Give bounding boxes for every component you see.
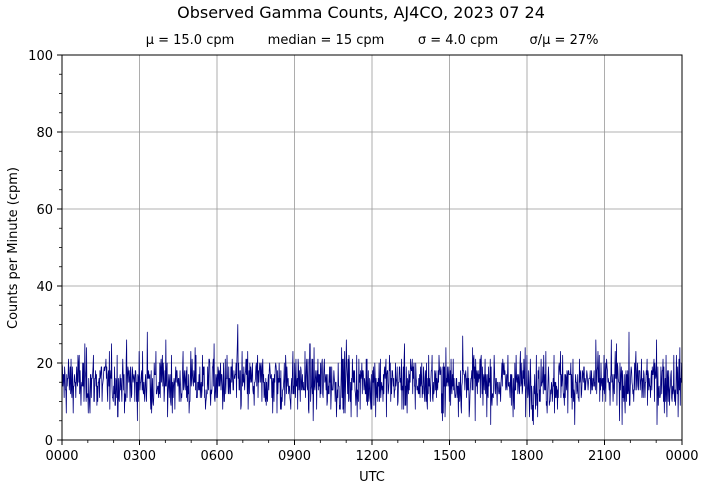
y-tick-label: 0	[45, 434, 53, 449]
x-axis-label: UTC	[359, 470, 385, 485]
series-layer	[61, 324, 683, 425]
chart-subtitle: μ = 15.0 cpm median = 15 cpm σ = 4.0 cpm…	[146, 33, 599, 48]
subtitle-median: median = 15 cpm	[268, 33, 385, 48]
y-axis: 0 20 40 60 80 100	[28, 49, 62, 449]
y-tick-label: 60	[36, 203, 53, 218]
x-tick-label: 2100	[588, 449, 621, 464]
subtitle-cv: σ/μ = 27%	[530, 33, 599, 48]
subtitle-std: σ = 4.0 cpm	[418, 33, 498, 48]
y-tick-label: 100	[28, 49, 53, 64]
subtitle-mean: μ = 15.0 cpm	[146, 33, 235, 48]
x-tick-label: 1800	[510, 449, 543, 464]
chart-title: Observed Gamma Counts, AJ4CO, 2023 07 24	[177, 3, 545, 22]
y-tick-label: 40	[36, 280, 53, 295]
x-tick-label: 0000	[45, 449, 78, 464]
x-tick-label: 0300	[123, 449, 156, 464]
x-tick-label: 1200	[355, 449, 388, 464]
x-tick-label: 0900	[278, 449, 311, 464]
x-tick-label: 0000	[665, 449, 698, 464]
y-tick-label: 20	[36, 357, 53, 372]
y-tick-label: 80	[36, 126, 53, 141]
x-tick-label: 1500	[433, 449, 466, 464]
x-tick-label: 0600	[200, 449, 233, 464]
x-axis: 0000 0300 0600 0900 1200 1500 1800 2100 0000	[45, 440, 699, 464]
grid-lines	[61, 54, 683, 441]
series-line-gamma-counts	[61, 324, 683, 425]
y-axis-label: Counts per Minute (cpm)	[6, 167, 21, 329]
